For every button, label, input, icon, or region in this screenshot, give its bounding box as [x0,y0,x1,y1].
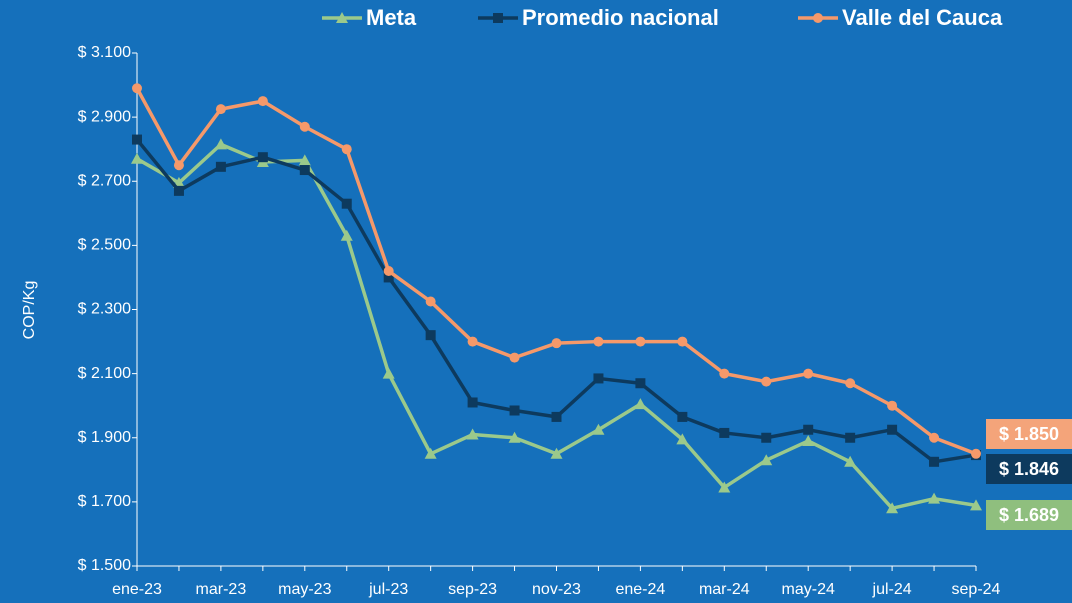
marker [298,154,311,166]
marker [173,185,184,196]
x-tick-label: sep-23 [448,581,497,598]
marker [970,499,982,511]
y-tick-label: $ 2.900 [78,108,131,125]
series-line [135,87,977,456]
marker [424,447,437,459]
marker [467,336,478,347]
end-label-box [986,419,1072,449]
marker [928,492,941,504]
marker [761,432,772,443]
marker [382,367,395,379]
x-tick-label: ene-23 [112,581,162,598]
marker [845,378,856,389]
marker [719,368,730,379]
marker [887,400,898,411]
marker [493,13,503,23]
marker [132,134,142,145]
marker [341,198,352,209]
marker [131,152,143,164]
y-tick-label: $ 2.100 [78,365,131,382]
marker [299,121,310,132]
marker [467,397,478,408]
marker [635,336,646,347]
x-tick-label: nov-23 [532,581,581,598]
marker [508,431,521,443]
marker [173,160,184,171]
x-tick-label: jul-23 [368,581,408,598]
marker [677,336,688,347]
marker [593,336,604,347]
marker [813,13,823,23]
marker [886,502,899,514]
marker [676,433,689,445]
legend-label: Promedio nacional [522,5,719,30]
y-tick-label: $ 2.700 [78,172,131,189]
marker [551,338,562,349]
x-tick-label: jul-24 [872,581,912,598]
marker [215,104,226,115]
marker [760,454,773,466]
marker [802,434,815,446]
marker [677,411,688,422]
marker [383,266,394,277]
legend-label: Valle del Cauca [842,5,1003,30]
marker [803,368,814,379]
legend-label: Meta [366,5,417,30]
marker [634,398,647,410]
marker [383,272,394,283]
marker [929,456,940,467]
marker [132,83,142,94]
y-tick-label: $ 1.900 [78,429,131,446]
end-label-box [986,454,1072,484]
y-axis-label: COP/Kg [21,281,38,340]
x-tick-label: sep-24 [952,581,1001,598]
marker [719,427,730,438]
marker [299,165,310,176]
end-label: $ 1.850 [999,424,1059,444]
y-tick-label: $ 3.100 [78,44,131,61]
legend: Meta Promedio nacional Valle del Cauca [322,5,1003,30]
x-tick-label: mar-23 [196,581,247,598]
x-tick-label: may-23 [278,581,331,598]
marker [509,352,520,363]
end-label: $ 1.689 [999,505,1059,525]
x-tick-label: mar-24 [699,581,750,598]
y-tick-label: $ 1.500 [78,557,131,574]
marker [761,376,772,387]
marker [341,144,352,155]
marker [425,296,436,307]
marker [425,330,436,341]
marker [550,447,563,459]
y-tick-label: $ 2.500 [78,237,131,254]
y-tick-label: $ 1.700 [78,493,131,510]
marker [803,424,814,435]
marker [509,405,520,416]
marker [844,455,857,467]
marker [214,138,227,150]
marker [718,481,731,493]
y-tick-label: $ 2.300 [78,301,131,318]
marker [971,448,981,459]
marker [340,229,353,241]
marker [592,423,605,435]
marker [466,428,479,440]
marker [215,161,226,172]
marker [887,424,898,435]
marker [336,12,348,23]
x-tick-label: ene-24 [615,581,665,598]
marker [593,373,604,384]
marker [257,152,268,163]
end-label-box [986,500,1072,530]
x-tick-label: may-24 [782,581,835,598]
marker [257,96,268,107]
end-label: $ 1.846 [999,459,1059,479]
marker [635,378,646,389]
marker [551,411,562,422]
marker [929,432,940,443]
marker [845,432,856,443]
